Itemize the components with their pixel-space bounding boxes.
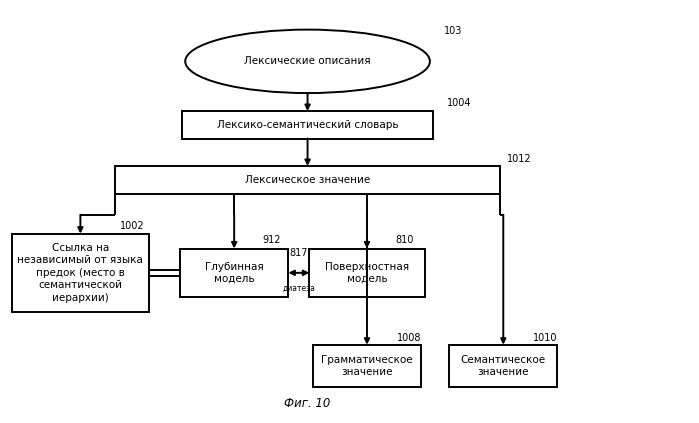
Text: 1010: 1010 bbox=[533, 332, 557, 343]
Text: Лексико-семантический словарь: Лексико-семантический словарь bbox=[217, 120, 398, 130]
Text: 817: 817 bbox=[289, 248, 308, 258]
Bar bbox=[13, 233, 149, 312]
Text: Лексическое значение: Лексическое значение bbox=[245, 175, 370, 185]
Text: Поверхностная
модель: Поверхностная модель bbox=[325, 262, 409, 284]
Bar bbox=[309, 249, 425, 297]
Text: диатеза: диатеза bbox=[282, 283, 315, 292]
Text: Фиг. 10: Фиг. 10 bbox=[284, 397, 331, 410]
Text: Ссылка на
независимый от языка
предок (место в
семантической
иерархии): Ссылка на независимый от языка предок (м… bbox=[17, 243, 143, 302]
Text: Глубинная
модель: Глубинная модель bbox=[205, 262, 264, 284]
Bar bbox=[180, 249, 288, 297]
Bar bbox=[313, 345, 421, 387]
Text: 1008: 1008 bbox=[397, 332, 421, 343]
Text: 912: 912 bbox=[262, 235, 280, 245]
Text: 1004: 1004 bbox=[447, 98, 472, 108]
Text: 1012: 1012 bbox=[507, 154, 531, 164]
Text: Грамматическое
значение: Грамматическое значение bbox=[321, 355, 413, 377]
Bar bbox=[115, 166, 500, 194]
Text: Семантическое
значение: Семантическое значение bbox=[461, 355, 546, 377]
Text: 810: 810 bbox=[395, 235, 413, 245]
Bar bbox=[449, 345, 558, 387]
Bar bbox=[182, 111, 433, 139]
Text: 1002: 1002 bbox=[120, 220, 145, 231]
Text: 103: 103 bbox=[444, 26, 462, 36]
Text: Лексические описания: Лексические описания bbox=[244, 56, 371, 66]
